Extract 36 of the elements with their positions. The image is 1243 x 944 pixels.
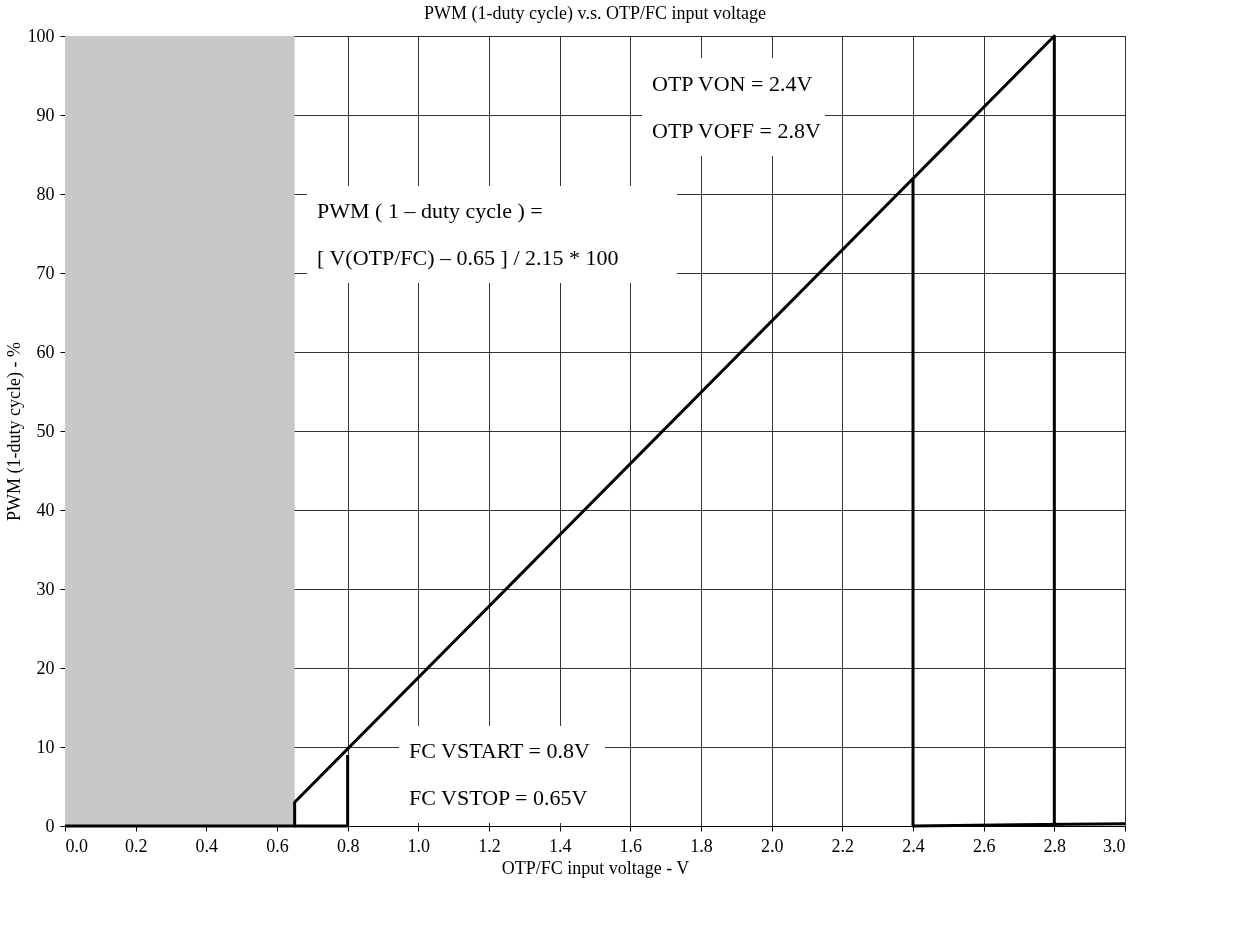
x-tick-label: 2.4 bbox=[902, 835, 925, 856]
annotation: OTP VOFF = 2.8V bbox=[652, 118, 821, 143]
annotation: [ V(OTP/FC) – 0.65 ] / 2.15 * 100 bbox=[317, 245, 619, 270]
x-tick-label: 2.6 bbox=[972, 835, 996, 856]
x-tick-label: 1.8 bbox=[690, 835, 713, 856]
chart-title: PWM (1-duty cycle) v.s. OTP/FC input voltage bbox=[424, 3, 766, 24]
annotation: FC VSTOP = 0.65V bbox=[409, 785, 588, 810]
y-tick-label: 80 bbox=[36, 183, 55, 204]
x-tick-label: 0.0 bbox=[65, 835, 88, 856]
x-tick-label: 0.6 bbox=[266, 835, 289, 856]
y-tick-label: 50 bbox=[36, 420, 55, 441]
y-tick-label: 70 bbox=[36, 262, 55, 283]
y-tick-label: 100 bbox=[27, 25, 55, 46]
x-tick-label: 0.8 bbox=[336, 835, 360, 856]
y-tick-label: 0 bbox=[45, 815, 55, 836]
y-tick-label: 30 bbox=[36, 578, 55, 599]
x-tick-label: 0.2 bbox=[124, 835, 148, 856]
annotation: OTP VON = 2.4V bbox=[652, 71, 813, 96]
x-axis-title: OTP/FC input voltage - V bbox=[501, 857, 690, 878]
x-tick-label: 1.6 bbox=[619, 835, 643, 856]
y-tick-label: 40 bbox=[36, 499, 55, 520]
y-tick-label: 20 bbox=[36, 657, 55, 678]
annotation: FC VSTART = 0.8V bbox=[409, 738, 590, 763]
x-tick-label: 0.4 bbox=[195, 835, 219, 856]
y-tick-label: 90 bbox=[36, 104, 55, 125]
x-tick-label: 1.0 bbox=[407, 835, 431, 856]
y-tick-label: 10 bbox=[36, 736, 55, 757]
x-tick-label: 2.2 bbox=[831, 835, 855, 856]
y-axis-title: PWM (1-duty cycle) - % bbox=[3, 342, 25, 521]
y-tick-label: 60 bbox=[36, 341, 55, 362]
x-tick-label: 2.0 bbox=[760, 835, 784, 856]
x-tick-label: 3.0 bbox=[1103, 835, 1126, 856]
x-tick-label: 1.4 bbox=[548, 835, 572, 856]
annotation: PWM ( 1 – duty cycle ) = bbox=[317, 198, 543, 223]
x-tick-label: 2.8 bbox=[1043, 835, 1067, 856]
x-tick-label: 1.2 bbox=[478, 835, 501, 856]
